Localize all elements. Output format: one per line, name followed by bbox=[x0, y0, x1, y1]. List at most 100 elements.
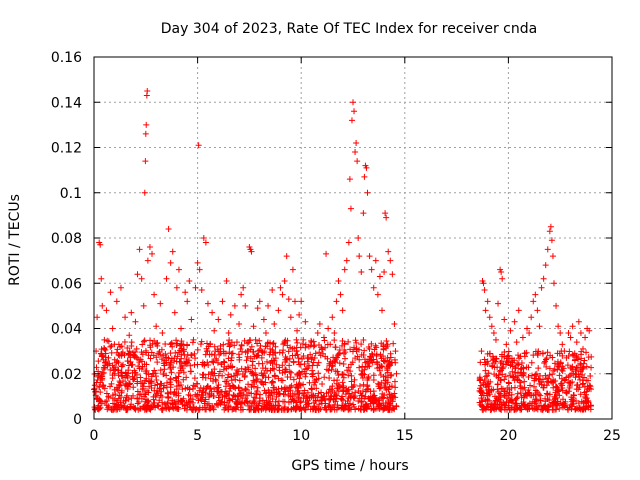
data-point bbox=[154, 359, 161, 366]
data-point bbox=[285, 399, 292, 406]
data-point bbox=[130, 352, 137, 359]
data-point bbox=[374, 359, 381, 366]
data-point bbox=[157, 380, 164, 387]
data-point bbox=[102, 354, 109, 361]
data-point bbox=[149, 250, 156, 257]
data-point bbox=[571, 392, 578, 399]
data-point bbox=[348, 372, 355, 379]
data-point bbox=[234, 366, 241, 373]
data-point bbox=[544, 406, 551, 413]
data-point bbox=[168, 369, 175, 376]
data-point bbox=[511, 406, 518, 413]
data-point bbox=[254, 352, 261, 359]
data-point bbox=[505, 402, 512, 409]
data-point bbox=[276, 364, 283, 371]
data-point bbox=[540, 384, 547, 391]
data-point bbox=[501, 404, 508, 411]
data-point bbox=[165, 225, 172, 232]
data-point bbox=[135, 398, 142, 405]
data-point bbox=[577, 330, 584, 337]
data-point bbox=[167, 365, 174, 372]
data-point bbox=[249, 362, 256, 369]
data-point bbox=[100, 366, 107, 373]
data-point bbox=[225, 395, 232, 402]
data-point bbox=[124, 345, 131, 352]
data-point bbox=[573, 371, 580, 378]
data-point bbox=[503, 341, 510, 348]
data-point bbox=[290, 358, 297, 365]
data-point bbox=[279, 349, 286, 356]
data-point bbox=[515, 361, 522, 368]
data-point bbox=[505, 379, 512, 386]
data-point bbox=[567, 379, 574, 386]
data-point bbox=[567, 372, 574, 379]
data-point bbox=[503, 361, 510, 368]
data-point bbox=[219, 394, 226, 401]
data-point bbox=[206, 394, 213, 401]
data-point bbox=[101, 336, 108, 343]
data-point bbox=[293, 406, 300, 413]
data-point bbox=[552, 377, 559, 384]
data-point bbox=[340, 383, 347, 390]
data-point bbox=[235, 393, 242, 400]
data-point bbox=[550, 406, 557, 413]
data-point bbox=[232, 376, 239, 383]
data-point bbox=[298, 298, 305, 305]
data-point bbox=[391, 356, 398, 363]
data-point bbox=[374, 291, 381, 298]
data-point bbox=[521, 401, 528, 408]
data-point bbox=[347, 368, 354, 375]
data-point bbox=[349, 359, 356, 366]
data-point bbox=[335, 404, 342, 411]
data-point bbox=[111, 356, 118, 363]
data-point bbox=[335, 277, 342, 284]
data-point bbox=[279, 377, 286, 384]
data-point bbox=[496, 390, 503, 397]
data-point bbox=[208, 351, 215, 358]
data-point bbox=[243, 386, 250, 393]
data-point bbox=[247, 337, 254, 344]
data-point bbox=[156, 348, 163, 355]
data-point bbox=[342, 355, 349, 362]
data-point bbox=[326, 375, 333, 382]
data-point bbox=[264, 358, 271, 365]
data-point bbox=[517, 404, 524, 411]
data-point bbox=[285, 296, 292, 303]
data-point bbox=[111, 396, 118, 403]
data-point bbox=[249, 381, 256, 388]
data-point bbox=[239, 370, 246, 377]
data-point bbox=[508, 385, 515, 392]
data-point bbox=[587, 386, 594, 393]
data-point bbox=[577, 391, 584, 398]
data-point bbox=[505, 352, 512, 359]
data-point bbox=[162, 341, 169, 348]
data-point bbox=[340, 361, 347, 368]
data-point bbox=[201, 398, 208, 405]
data-point bbox=[564, 406, 571, 413]
data-point bbox=[256, 298, 263, 305]
data-point bbox=[477, 401, 484, 408]
data-point bbox=[267, 392, 274, 399]
data-point bbox=[228, 339, 235, 346]
data-point bbox=[311, 377, 318, 384]
data-point bbox=[220, 366, 227, 373]
data-point bbox=[490, 386, 497, 393]
data-point bbox=[322, 353, 329, 360]
data-point bbox=[372, 405, 379, 412]
data-point bbox=[266, 351, 273, 358]
data-point bbox=[239, 395, 246, 402]
data-point bbox=[350, 99, 356, 106]
data-point bbox=[341, 341, 348, 348]
data-point bbox=[546, 371, 553, 378]
data-point bbox=[346, 406, 353, 413]
data-point bbox=[302, 373, 309, 380]
data-point bbox=[484, 298, 491, 305]
data-point bbox=[225, 330, 232, 337]
data-point bbox=[192, 284, 199, 291]
data-point bbox=[381, 268, 388, 275]
data-point bbox=[225, 371, 232, 378]
data-point bbox=[311, 403, 318, 410]
data-point bbox=[183, 374, 190, 381]
data-point bbox=[329, 383, 336, 390]
data-point bbox=[221, 359, 228, 366]
